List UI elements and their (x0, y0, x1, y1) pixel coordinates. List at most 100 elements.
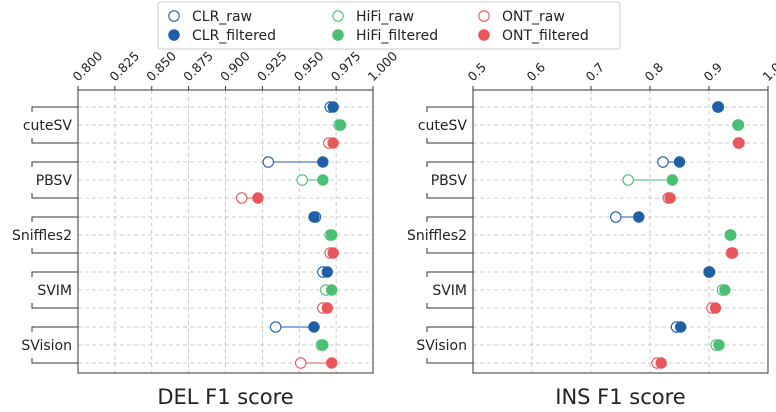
category-bracket-top (426, 161, 473, 167)
category-bracket-top (31, 271, 78, 277)
point-clr-raw-svision (269, 321, 282, 333)
category-bracket-bottom (31, 358, 78, 364)
point-ont-filtered-pbsv (664, 192, 676, 204)
point-hifi-filtered-pbsv (666, 174, 679, 186)
legend-marker-hifi-raw (332, 10, 344, 22)
x-tick-label: 0.800 (70, 48, 106, 84)
point-ont-filtered-cutesv (327, 137, 339, 149)
category-label-pbsv: PBSV (431, 173, 468, 189)
legend-marker-ont-filtered (478, 29, 490, 41)
x-tick-label: 1.000 (365, 48, 401, 84)
plot-frame (472, 89, 769, 374)
category-bracket-top (31, 161, 78, 167)
category-label-svision: SVision (416, 338, 467, 354)
x-tick-label: 0.875 (180, 48, 216, 84)
category-bracket-bottom (31, 193, 78, 199)
point-clr-raw-pbsv (262, 156, 275, 168)
point-clr-filtered-sniffles2 (633, 211, 645, 223)
category-bracket-bottom (426, 358, 473, 364)
category-bracket-bottom (426, 303, 473, 309)
point-clr-raw-sniffles2 (610, 211, 622, 223)
point-hifi-filtered-svim (326, 284, 338, 296)
point-ont-filtered-svision (326, 357, 338, 369)
x-tick-label: 0.825 (106, 48, 142, 84)
point-clr-filtered-sniffles2 (308, 211, 320, 223)
category-bracket-top (31, 326, 78, 332)
point-ont-filtered-pbsv (252, 192, 264, 204)
point-ont-raw-pbsv (235, 192, 248, 204)
point-ont-filtered-sniffles2 (726, 247, 739, 259)
x-axis-label: INS F1 score (555, 385, 685, 409)
category-bracket-bottom (31, 138, 78, 144)
legend-marker-ont-raw (478, 10, 490, 22)
category-bracket-bottom (31, 303, 78, 309)
point-clr-filtered-cutesv (712, 101, 725, 113)
point-clr-filtered-svim (321, 266, 333, 278)
category-label-svim: SVIM (37, 283, 72, 299)
category-bracket-bottom (426, 248, 473, 254)
category-label-sniffles2: Sniffles2 (407, 228, 467, 244)
legend-label-hifi-raw: HiFi_raw (356, 9, 414, 25)
legend-label-clr-raw: CLR_raw (192, 9, 252, 25)
x-tick-label: 1.0 (760, 59, 776, 84)
legend-label-clr-filtered: CLR_filtered (192, 28, 276, 44)
x-tick-label: 0.9 (701, 59, 726, 84)
point-clr-raw-pbsv (657, 156, 669, 168)
legend-label-hifi-filtered: HiFi_filtered (356, 28, 438, 44)
category-label-cutesv: cuteSV (23, 118, 73, 134)
x-tick-label: 0.7 (583, 59, 608, 84)
ins-panel: 0.5 0.6 0.7 0.8 0.9 1.0 cuteSV PBSV Sniffles2 SVI… (407, 59, 776, 409)
x-tick-label: 0.925 (254, 48, 290, 84)
category-bracket-top (426, 216, 473, 222)
point-ont-filtered-svim (709, 302, 722, 314)
category-bracket-top (426, 106, 473, 112)
x-tick-label: 0.850 (143, 48, 179, 84)
legend-box (157, 1, 621, 50)
x-tick-label: 0.975 (328, 48, 364, 84)
point-clr-filtered-pbsv (317, 156, 329, 168)
point-hifi-filtered-sniffles2 (326, 229, 338, 241)
x-tick-label: 0.950 (291, 48, 327, 84)
point-clr-filtered-svim (703, 266, 716, 278)
point-ont-filtered-sniffles2 (327, 247, 339, 259)
point-hifi-filtered-sniffles2 (725, 229, 737, 241)
category-bracket-top (426, 326, 473, 332)
point-clr-filtered-svision (674, 321, 687, 333)
legend-marker-clr-raw (168, 10, 180, 22)
point-hifi-filtered-pbsv (317, 174, 329, 186)
x-tick-label: 0.900 (217, 48, 253, 84)
del-panel: 0.800 0.825 0.850 0.875 0.900 0.925 0.950 0.975… (12, 48, 400, 409)
category-bracket-bottom (31, 248, 78, 254)
category-label-sniffles2: Sniffles2 (12, 228, 72, 244)
point-ont-raw-svision (294, 357, 307, 369)
category-bracket-top (31, 216, 78, 222)
point-ont-filtered-svision (655, 357, 667, 369)
plot-frame (77, 89, 374, 374)
point-hifi-filtered-svision (713, 339, 725, 351)
x-tick-label: 0.8 (642, 59, 667, 84)
legend-label-ont-raw: ONT_raw (502, 9, 565, 25)
point-clr-filtered-pbsv (673, 156, 686, 168)
point-hifi-filtered-cutesv (334, 119, 347, 131)
point-hifi-filtered-svision (317, 339, 329, 351)
category-label-svision: SVision (21, 338, 72, 354)
point-hifi-raw-pbsv (622, 174, 634, 186)
point-clr-filtered-cutesv (327, 101, 339, 113)
x-tick-label: 0.6 (524, 59, 549, 84)
category-label-pbsv: PBSV (36, 173, 73, 189)
point-ont-filtered-cutesv (733, 137, 745, 149)
category-label-cutesv: cuteSV (418, 118, 468, 134)
legend-marker-clr-filtered (168, 29, 180, 41)
category-bracket-bottom (426, 138, 473, 144)
point-ont-filtered-svim (321, 302, 333, 314)
point-hifi-raw-pbsv (296, 174, 308, 186)
point-clr-filtered-svision (308, 321, 320, 333)
point-hifi-filtered-svim (719, 284, 731, 296)
x-tick-label: 0.5 (465, 59, 490, 84)
x-axis-label: DEL F1 score (157, 385, 293, 409)
legend: CLR_raw HiFi_raw ONT_raw CLR_filtered HiFi_f… (157, 1, 621, 50)
category-bracket-top (31, 106, 78, 112)
point-hifi-filtered-cutesv (732, 119, 745, 131)
category-bracket-bottom (426, 193, 473, 199)
